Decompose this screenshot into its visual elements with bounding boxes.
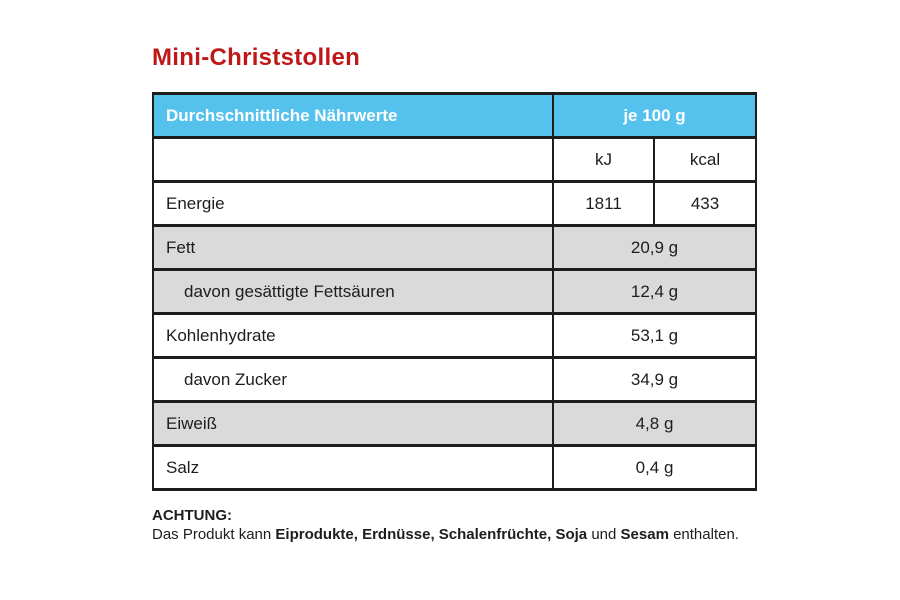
energy-kcal-value: 433 bbox=[653, 180, 757, 227]
table-header-row: Durchschnittliche Nährwerte je 100 g bbox=[152, 92, 757, 139]
row-label: davon Zucker bbox=[152, 356, 554, 403]
table-row-fett: Fett 20,9 g bbox=[152, 224, 757, 271]
energy-kj-value: 1811 bbox=[552, 180, 655, 227]
table-row-eiweiss: Eiweiß 4,8 g bbox=[152, 400, 757, 447]
allergen-text-part-bold: Eiprodukte, Erdnüsse, Schalenfrüchte, So… bbox=[275, 526, 588, 543]
page-title: Mini-Christstollen bbox=[152, 44, 361, 71]
header-per-100g-label: je 100 g bbox=[552, 92, 757, 139]
table-row-zucker: davon Zucker 34,9 g bbox=[152, 356, 757, 403]
header-nutrients-label: Durchschnittliche Nährwerte bbox=[152, 92, 554, 139]
row-value: 12,4 g bbox=[552, 268, 757, 315]
table-row-gesaettigte-fettsaeuren: davon gesättigte Fettsäuren 12,4 g bbox=[152, 268, 757, 315]
row-label: Energie bbox=[152, 180, 554, 227]
allergen-text-part-bold: Sesam bbox=[620, 526, 669, 543]
allergen-footer: ACHTUNG: Das Produkt kann Eiprodukte, Er… bbox=[152, 506, 739, 544]
table-row-energie: Energie 1811 433 bbox=[152, 180, 757, 227]
row-label: Fett bbox=[152, 224, 554, 271]
nutrition-table: Durchschnittliche Nährwerte je 100 g kJ … bbox=[152, 92, 757, 491]
allergen-sentence: Das Produkt kann Eiprodukte, Erdnüsse, S… bbox=[152, 525, 739, 544]
table-row-kohlenhydrate: Kohlenhydrate 53,1 g bbox=[152, 312, 757, 359]
row-value: 0,4 g bbox=[552, 444, 757, 491]
allergen-text-part: enthalten. bbox=[668, 526, 739, 543]
row-label: Salz bbox=[152, 444, 554, 491]
row-value: 4,8 g bbox=[552, 400, 757, 447]
row-value: 34,9 g bbox=[552, 356, 757, 403]
row-label: davon gesättigte Fettsäuren bbox=[152, 268, 554, 315]
row-label: Kohlenhydrate bbox=[152, 312, 554, 359]
row-label: Eiweiß bbox=[152, 400, 554, 447]
row-value: 53,1 g bbox=[552, 312, 757, 359]
row-value: 20,9 g bbox=[552, 224, 757, 271]
allergen-text-part: Das Produkt kann bbox=[152, 526, 276, 543]
warning-heading: ACHTUNG: bbox=[152, 507, 232, 524]
table-row-salz: Salz 0,4 g bbox=[152, 444, 757, 491]
empty-cell bbox=[152, 136, 554, 183]
unit-kj-label: kJ bbox=[552, 136, 655, 183]
unit-kcal-label: kcal bbox=[653, 136, 757, 183]
allergen-text-part: und bbox=[587, 526, 621, 543]
units-row: kJ kcal bbox=[152, 136, 757, 183]
